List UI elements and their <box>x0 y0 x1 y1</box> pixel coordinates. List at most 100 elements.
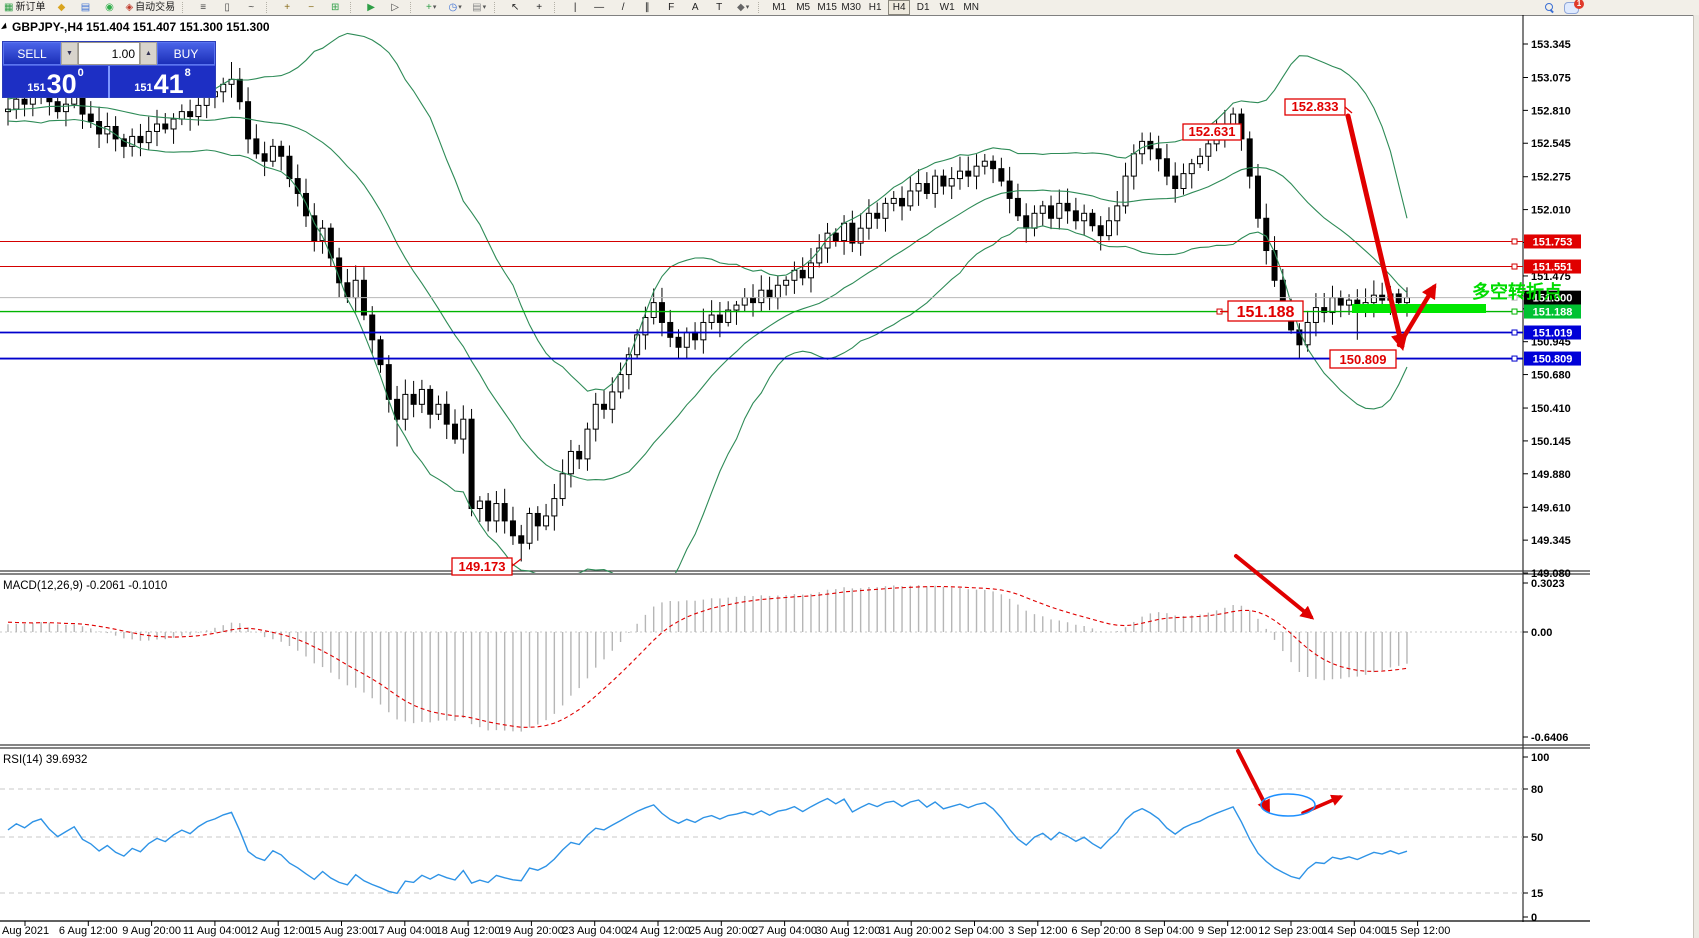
candle-body <box>965 170 972 177</box>
level-line-anchor[interactable] <box>1511 355 1518 362</box>
shapes-button[interactable]: ◆ ▾ <box>732 0 754 15</box>
rsi-axis-label: 80 <box>1531 784 1543 796</box>
trend-arrow[interactable] <box>1345 113 1408 351</box>
autotrading-glyph: ◈ <box>125 2 134 13</box>
candle-body <box>1337 297 1344 306</box>
time-axis-label: 31 Aug 20:00 <box>879 925 944 937</box>
price-callout-label[interactable]: 152.833 <box>1292 99 1339 114</box>
panel-separator[interactable] <box>0 744 1590 749</box>
ohlc-bars-icon[interactable]: ≡ <box>192 0 214 15</box>
timeframe-w1-button[interactable]: W1 <box>939 2 955 13</box>
time-axis-label: 9 Aug 20:00 <box>122 925 181 937</box>
trend-arrow[interactable] <box>1396 283 1437 348</box>
crosshair-button[interactable]: + <box>528 0 550 15</box>
candle-body <box>452 423 459 440</box>
price-axis-label: 149.080 <box>1531 568 1571 580</box>
sell-button[interactable]: SELL <box>3 42 61 65</box>
text-button[interactable]: A <box>684 0 706 15</box>
candle-body <box>1081 212 1088 222</box>
price-callout[interactable]: 152.833 <box>1284 98 1346 116</box>
fibonacci-button[interactable]: F <box>660 0 682 15</box>
chart-shift-button[interactable]: ▷ <box>384 0 406 15</box>
price-callout-label[interactable]: 150.809 <box>1340 352 1387 367</box>
equidistant-channel-button[interactable]: ∥ <box>636 0 658 15</box>
turning-point-annotation[interactable]: 多空转折点 <box>1472 281 1562 302</box>
price-callout[interactable]: 151.188 <box>1227 300 1304 322</box>
level-line-anchor[interactable] <box>1511 238 1518 245</box>
candle-body <box>427 388 434 415</box>
time-axis-label: 30 Aug 12:00 <box>815 925 880 937</box>
tile-windows-icon[interactable]: ⊞ <box>324 0 346 15</box>
candle-body <box>1006 180 1013 199</box>
trend-arrow[interactable] <box>1234 554 1315 620</box>
data-window-icon[interactable]: ▤ <box>74 0 96 15</box>
autotrading-button-label: 自动交易 <box>135 2 176 13</box>
candle-body <box>336 257 343 284</box>
timeframe-m1-button[interactable]: M1 <box>772 2 787 13</box>
candle-body <box>824 232 831 249</box>
timeframe-m30-button[interactable]: M30 <box>841 2 861 13</box>
candle-body <box>783 279 790 286</box>
zoom-in-button[interactable]: + <box>276 0 298 15</box>
level-line-anchor[interactable] <box>1511 263 1518 270</box>
auto-scroll-button[interactable]: ▶ <box>360 0 382 15</box>
market-watch-icon[interactable]: ◆ <box>50 0 72 15</box>
time-axis-label: 14 Sep 04:00 <box>1322 925 1387 937</box>
price-callout[interactable]: 152.631 <box>1182 123 1242 141</box>
price-callout-label[interactable]: 149.173 <box>459 559 506 574</box>
text-label-button[interactable]: T <box>708 0 730 15</box>
candle-body <box>609 391 616 410</box>
add-indicator-button[interactable]: + ▾ <box>420 0 442 15</box>
timeframe-mn-button[interactable]: MN <box>963 2 979 13</box>
timeframe-h1-button[interactable]: H1 <box>868 2 882 13</box>
templates-button[interactable]: ▤ ▾ <box>468 0 490 15</box>
price-badge-label: 151.753 <box>1533 236 1573 248</box>
candle-body <box>882 202 889 219</box>
timeframe-d1-button[interactable]: D1 <box>916 2 930 13</box>
level-line-anchor[interactable] <box>1511 294 1518 301</box>
trendline-button[interactable]: / <box>612 0 634 15</box>
level-line-anchor[interactable] <box>1511 308 1518 315</box>
candle-body <box>973 165 980 177</box>
price-callout-label[interactable]: 152.631 <box>1189 124 1236 139</box>
candle-body <box>410 393 417 405</box>
volume-increment-button[interactable]: ▲ <box>140 42 157 65</box>
trend-arrow[interactable] <box>1301 794 1344 815</box>
line-chart-icon[interactable]: ~ <box>240 0 262 15</box>
candle-body <box>501 503 508 522</box>
time-axis-label: 23 Aug 04:00 <box>562 925 627 937</box>
timeframe-h4-button[interactable]: H4 <box>888 0 911 15</box>
search-icon[interactable] <box>1545 3 1554 13</box>
candle-body <box>758 289 765 304</box>
dropdown-arrow-icon: ▾ <box>432 4 437 11</box>
zoom-in-glyph: + <box>284 2 291 13</box>
period-button[interactable]: ◷ ▾ <box>444 0 466 15</box>
buy-button[interactable]: BUY <box>157 42 215 65</box>
horizontal-line-button[interactable]: — <box>588 0 610 15</box>
candle-body <box>394 398 401 420</box>
volume-input[interactable] <box>78 42 140 65</box>
autotrading-button[interactable]: ◈ 自动交易 <box>122 0 178 15</box>
chat-icon[interactable]: 1 <box>1564 0 1584 14</box>
price-callout[interactable]: 150.809 <box>1329 349 1397 369</box>
level-line-anchor[interactable] <box>1511 329 1518 336</box>
chart-canvas[interactable]: 153.345 153.075 152.810 152.545 152.275 152.0… <box>0 15 1699 938</box>
price-callout-label[interactable]: 151.188 <box>1237 304 1295 321</box>
timeframe-m15-button[interactable]: M15 <box>817 2 837 13</box>
vertical-line-button[interactable]: | <box>564 0 586 15</box>
new-order-button[interactable]: ▦ 新订单 <box>1 0 48 15</box>
candlestick-icon[interactable]: ▯ <box>216 0 238 15</box>
zoom-out-button[interactable]: − <box>300 0 322 15</box>
signals-icon[interactable]: ◉ <box>98 0 120 15</box>
volume-decrement-button[interactable]: ▼ <box>61 42 78 65</box>
candle-body <box>543 515 550 527</box>
cursor-button[interactable]: ↖ <box>504 0 526 15</box>
timeframe-m5-button[interactable]: M5 <box>796 2 811 13</box>
bollinger-middle-band <box>7 104 1408 481</box>
panel-separator[interactable] <box>0 570 1590 575</box>
candle-body <box>1023 215 1030 229</box>
candle-body <box>1254 175 1261 219</box>
candle-body <box>708 314 715 323</box>
price-callout[interactable]: 149.173 <box>451 557 513 576</box>
rsi-circle-annotation[interactable] <box>1260 793 1316 817</box>
